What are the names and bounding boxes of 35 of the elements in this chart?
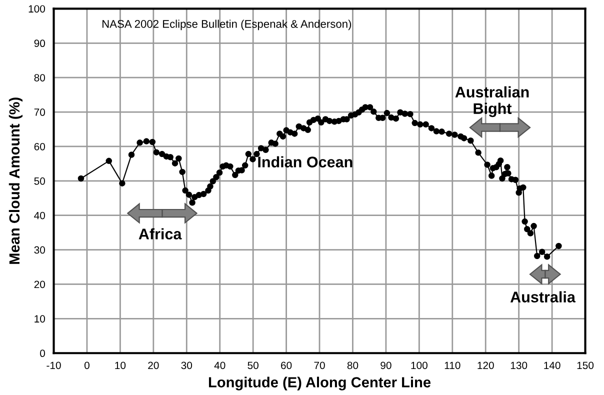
y-tick-label: 40: [34, 212, 46, 220]
x-tick-label: 50: [248, 362, 258, 370]
x-tick-label: 60: [281, 362, 292, 370]
annotation: Australia: [510, 291, 576, 302]
x-tick-label: 70: [314, 362, 325, 370]
x-tick-label: 90: [380, 362, 392, 370]
x-tick-label: 120: [478, 362, 494, 370]
y-tick-label: 90: [34, 40, 46, 48]
x-tick-label: 130: [510, 362, 528, 370]
y-tick-label: 30: [34, 246, 46, 254]
x-tick-label: 110: [444, 362, 460, 370]
x-tick-label: 30: [181, 362, 192, 370]
y-tick-label: 70: [34, 108, 46, 116]
x-tick-label: -10: [46, 362, 61, 370]
y-tick-label: 60: [34, 142, 46, 150]
annotation: NASA 2002 Eclipse Bulletin (Espenak & Anderson): [102, 20, 352, 30]
x-axis-title: Longitude (E) Along Center Line: [208, 376, 431, 390]
y-axis-title: Mean Cloud Amount (%): [8, 98, 22, 264]
y-tick-label: 50: [34, 177, 46, 185]
y-tick-label: 80: [34, 74, 46, 82]
y-tick-label: 100: [28, 5, 46, 13]
y-tick-label: 20: [34, 280, 46, 288]
x-tick-label: 40: [214, 362, 226, 370]
x-tick-label: 10: [115, 362, 126, 370]
y-tick-label: 10: [34, 315, 46, 323]
x-tick-label: 20: [148, 362, 159, 370]
annotation: Australian Bight: [455, 86, 529, 118]
x-tick-label: 140: [544, 362, 560, 370]
x-tick-label: 100: [411, 362, 428, 370]
x-tick-label: 80: [347, 362, 358, 370]
y-tick-label: 0: [40, 350, 46, 358]
x-tick-label: 0: [84, 362, 90, 370]
annotation: Indian Ocean: [258, 156, 352, 168]
x-tick-label: 150: [577, 362, 594, 370]
annotation: Africa: [138, 228, 182, 240]
